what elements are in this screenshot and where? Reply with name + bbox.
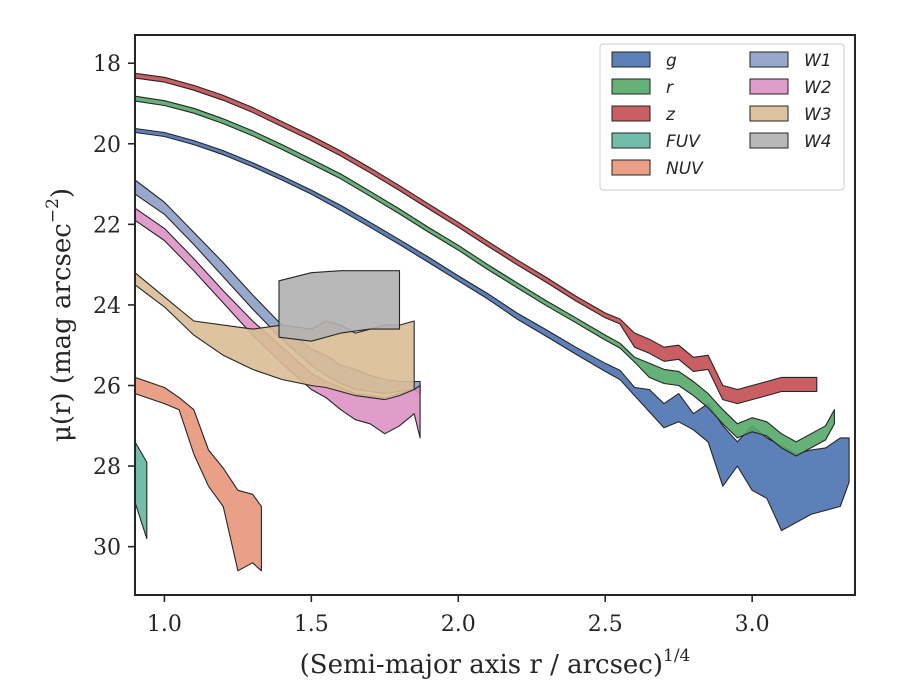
band-w4 [278,270,401,342]
legend-swatch-w4 [749,132,789,149]
plot-frame [134,34,856,596]
x-tick-label: 2.0 [441,612,476,637]
legend-swatch-nuv [611,159,651,176]
y-tick-label: 28 [93,455,121,480]
x-tick-label: 1.5 [294,612,329,637]
y-tick-label: 24 [93,294,121,319]
y-tick-label: 30 [93,536,121,561]
legend-label-w1: W1 [804,51,832,71]
legend-label-r: r [666,78,674,98]
band-w3 [134,272,415,401]
legend-label-g: g [666,51,677,71]
legend-label-w4: W4 [804,132,832,152]
legend-swatch-w2 [749,78,789,95]
legend-swatch-w3 [749,105,789,122]
x-tick-label: 2.5 [588,612,623,637]
band-z [134,72,818,405]
legend-label-w2: W2 [804,78,832,98]
y-axis-label-exponent: −2 [43,198,63,223]
y-axis-label: μ(r) (mag arcsec−2) [43,188,77,442]
legend-swatch-w1 [749,51,789,68]
legend: grz FUV NUV W1 W2 W3 W4 [599,43,845,191]
legend-label-fuv: FUV [666,132,701,152]
band-g [134,127,850,532]
x-axis-label-exponent: 1/4 [663,646,690,666]
y-tick-label: 22 [93,213,121,238]
y-axis: 18 20 22 24 26 28 30 [93,52,135,561]
y-tick-label: 18 [93,52,121,77]
legend-label-z: z [665,105,676,125]
y-tick-label: 20 [93,133,121,158]
band-r [134,95,835,457]
x-axis: 1.0 1.5 2.0 2.5 3.0 [147,595,770,637]
band-nuv [134,376,262,572]
x-axis-label: (Semi-major axis r / arcsec)1/4 [300,646,691,680]
legend-swatch-g [611,51,651,68]
x-tick-label: 1.0 [147,612,182,637]
legend-label-nuv: NUV [666,159,704,179]
legend-swatch-fuv [611,132,651,149]
legend-label-w3: W3 [804,105,832,125]
y-axis-label-main: μ(r) (mag arcsec [47,223,77,442]
band-fuv [134,441,148,540]
profile-bands [134,72,850,572]
legend-swatch-r [611,78,651,95]
legend-swatch-z [611,105,651,122]
x-tick-label: 3.0 [735,612,770,637]
y-tick-label: 26 [93,375,121,400]
y-axis-label-close: ) [47,188,77,198]
